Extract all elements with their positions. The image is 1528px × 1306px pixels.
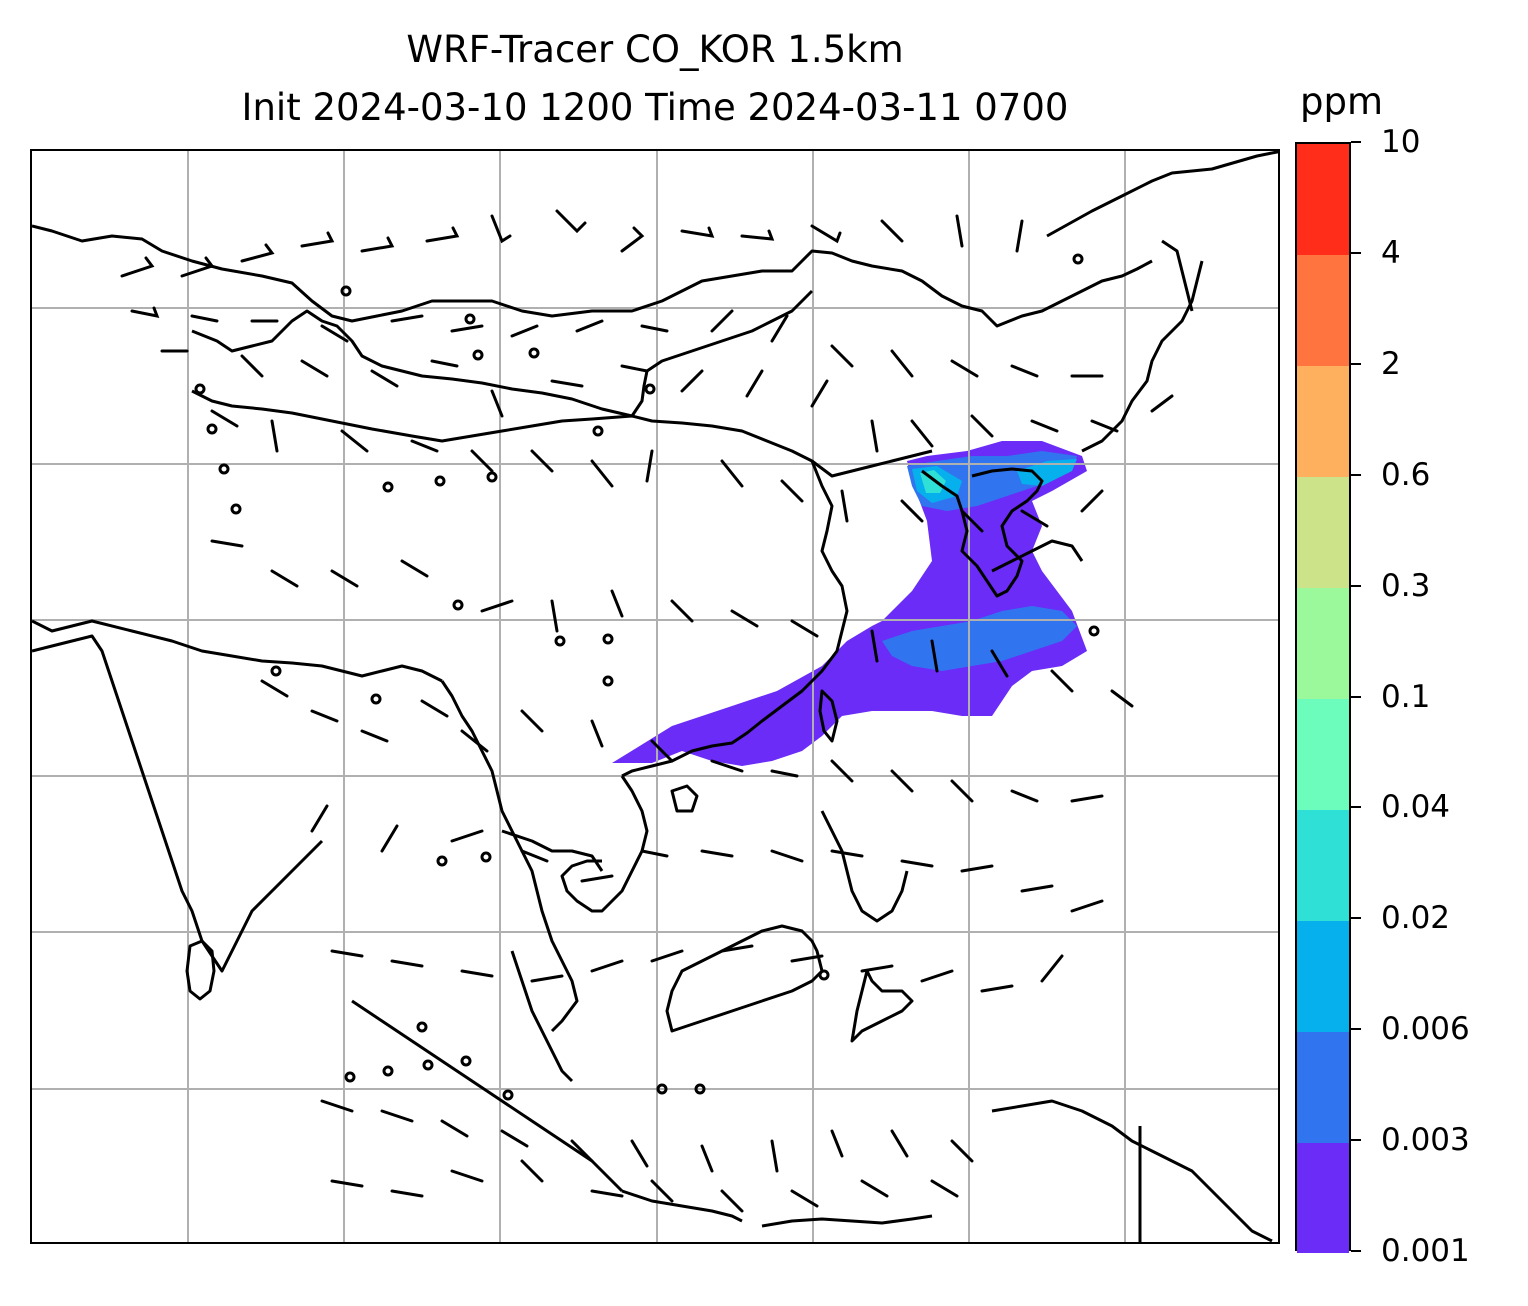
colorbar-tick <box>1351 1139 1361 1142</box>
colorbar-tick <box>1351 917 1361 920</box>
colorbar-tick <box>1351 141 1361 143</box>
colorbar-tick-label: 0.1 <box>1381 678 1431 715</box>
colorbar-tick <box>1351 584 1361 587</box>
philippines <box>820 810 909 923</box>
india-north <box>32 619 443 683</box>
colorbar-tick-label: 0.006 <box>1381 1011 1470 1048</box>
mongolia-china-border <box>191 389 933 478</box>
colorbar-unit-label: ppm <box>1300 80 1384 123</box>
colorbar-segment <box>1297 144 1349 256</box>
wind-barbs <box>120 209 1174 1213</box>
colorbar-tick-label: 0.6 <box>1381 456 1431 493</box>
china-outline-b <box>630 289 814 417</box>
colorbar-tick-label: 0.04 <box>1381 789 1451 826</box>
colorbar <box>1295 142 1351 1254</box>
java <box>621 1189 743 1223</box>
new-guinea <box>991 1099 1273 1242</box>
japan-kyushu <box>991 539 1084 573</box>
colorbar-segment <box>1297 920 1349 1032</box>
india-coast <box>32 634 324 973</box>
colorbar-segment <box>1297 1142 1349 1254</box>
sulawesi <box>850 969 914 1043</box>
coastlines <box>32 151 1278 1242</box>
colorbar-tick <box>1351 362 1361 365</box>
colorbar-tick <box>1351 695 1361 698</box>
colorbar-tick-label: 2 <box>1381 345 1401 382</box>
colorbar-segment <box>1297 254 1349 367</box>
malay-peninsula <box>510 950 574 1083</box>
colorbar-tick-label: 0.02 <box>1381 900 1451 937</box>
indochina-coast <box>440 680 579 1033</box>
china-east-coast <box>621 460 849 778</box>
colorbar-segment <box>1297 587 1349 699</box>
calm-markers <box>194 253 1100 1101</box>
hainan <box>670 784 699 813</box>
thailand-gulf <box>501 829 604 872</box>
tracer-plume <box>612 441 1087 766</box>
colorbar-segment <box>1297 698 1349 810</box>
map-subtitle: Init 2024-03-10 1200 Time 2024-03-11 070… <box>241 86 1069 129</box>
colorbar-segment <box>1297 809 1349 921</box>
colorbar-tick-label: 0.3 <box>1381 567 1431 604</box>
colorbar-segment <box>1297 365 1349 478</box>
colorbar-tick <box>1351 251 1361 254</box>
map-canvas <box>32 151 1278 1242</box>
colorbar-tick-label: 4 <box>1381 234 1401 271</box>
colorbar-segment <box>1297 1031 1349 1143</box>
plume-level-0003 <box>882 606 1077 671</box>
colorbar-segment <box>1297 476 1349 589</box>
japan-honshu <box>1081 260 1204 453</box>
sumatra <box>351 999 624 1193</box>
nusa-tenggara <box>761 1214 933 1228</box>
plume-level-0006-ne <box>1017 459 1077 486</box>
china-outline-a <box>191 309 633 418</box>
colorbar-tick-label: 0.003 <box>1381 1122 1470 1159</box>
colorbar-tick <box>1351 1250 1361 1252</box>
colorbar-tick-label: 10 <box>1381 124 1421 160</box>
colorbar-tick <box>1351 806 1361 809</box>
map-title: WRF-Tracer CO_KOR 1.5km <box>406 28 904 71</box>
colorbar-tick-label: 0.001 <box>1381 1233 1470 1269</box>
map-panel <box>30 149 1280 1244</box>
colorbar-tick <box>1351 473 1361 476</box>
gridlines <box>32 151 1278 1242</box>
srilanka <box>185 939 216 1001</box>
vietnam-coast <box>560 775 649 913</box>
taiwan <box>818 689 839 743</box>
borneo <box>665 924 824 1033</box>
korea-peninsula <box>921 467 1044 598</box>
northeast-coast <box>1046 151 1278 238</box>
russia-border <box>32 224 1153 328</box>
colorbar-tick <box>1351 1028 1361 1031</box>
sakhalin <box>1161 239 1194 312</box>
